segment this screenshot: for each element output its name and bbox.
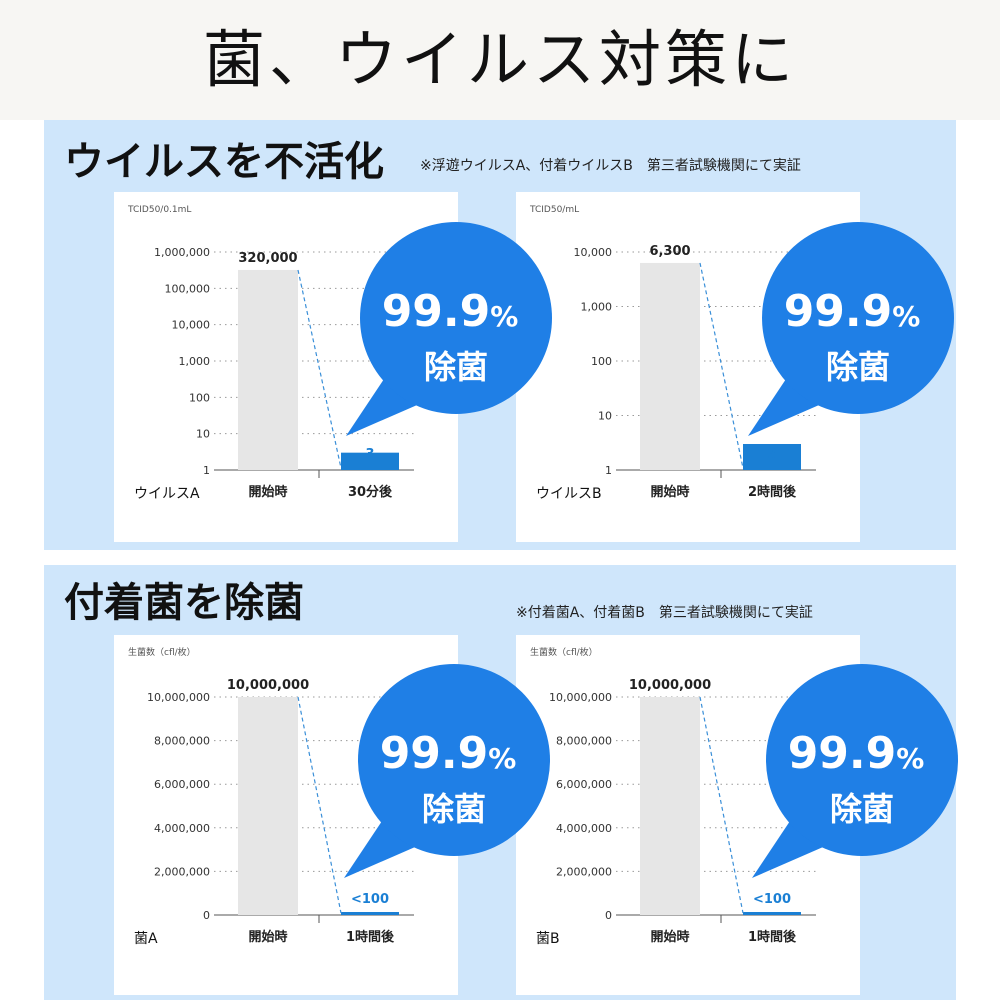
x-category-label: 開始時 xyxy=(248,484,287,500)
chart-panel-bacteria-b: 生菌数（cfl/枚） 0 2,000,000 4,000,000 6,000,000 8,… xyxy=(516,635,860,995)
x-category-label: 開始時 xyxy=(248,929,287,945)
bar-after xyxy=(341,912,399,915)
y-tick-label: 4,000,000 xyxy=(556,822,612,835)
bar-after-value-label: <100 xyxy=(351,892,389,907)
y-tick-label: 1 xyxy=(203,464,210,477)
y-tick-label: 8,000,000 xyxy=(556,735,612,748)
header-banner: 菌、ウイルス対策に xyxy=(0,0,1000,120)
bar-before-value-label: 10,000,000 xyxy=(227,678,309,693)
x-category-label: 30分後 xyxy=(348,484,393,500)
y-tick-label: 10,000 xyxy=(574,246,613,259)
bar-before xyxy=(640,697,700,915)
y-tick-label: 10 xyxy=(598,410,612,423)
y-tick-label: 1,000 xyxy=(581,301,613,314)
y-tick-label: 10 xyxy=(196,428,210,441)
series-name-label: 菌A xyxy=(134,931,158,947)
y-tick-label: 1,000,000 xyxy=(154,246,210,259)
bar-after-value-label: 3 xyxy=(365,447,374,462)
bar-after xyxy=(743,443,801,470)
decline-line xyxy=(699,696,744,914)
bar-after xyxy=(743,912,801,915)
series-name-label: 菌B xyxy=(536,931,560,947)
decline-line xyxy=(699,262,744,469)
x-category-label: 開始時 xyxy=(650,929,689,945)
chart-panel-virus-a: TCID50/0.1mL 1 10 100 1,000 10,000 100,000 1,00… xyxy=(114,192,458,542)
page-title: 菌、ウイルス対策に xyxy=(202,23,797,96)
virus-section-title: ウイルスを不活化 xyxy=(64,139,384,185)
y-tick-label: 1 xyxy=(605,464,612,477)
y-axis-unit-label: 生菌数（cfl/枚） xyxy=(530,646,598,658)
y-tick-label: 2,000,000 xyxy=(556,865,612,878)
y-tick-label: 6,000,000 xyxy=(556,778,612,791)
series-name-label: ウイルスB xyxy=(536,486,602,502)
bar-after-value-label: <100 xyxy=(753,892,791,907)
y-tick-label: 10,000 xyxy=(172,319,211,332)
y-tick-label: 8,000,000 xyxy=(154,735,210,748)
chart-virus-b: TCID50/mL 1 10 100 1,000 10,000 6,300 3 ウイルスB 開始時… xyxy=(529,205,816,502)
bar-after xyxy=(341,452,399,470)
x-category-label: 開始時 xyxy=(650,484,689,500)
y-tick-label: 10,000,000 xyxy=(549,691,612,704)
chart-panel-bacteria-a: 生菌数（cfl/枚） 0 2,000,000 4,000,000 6,000,000 8,… xyxy=(114,635,458,995)
y-tick-label: 100,000 xyxy=(165,282,211,295)
y-axis-unit-label: TCID50/0.1mL xyxy=(127,205,191,215)
x-category-label: 1時間後 xyxy=(748,929,797,945)
bar-before-value-label: 10,000,000 xyxy=(629,678,711,693)
y-tick-label: 1,000 xyxy=(179,355,211,368)
bacteria-section-note: ※付着菌A、付着菌B 第三者試験機関にて実証 xyxy=(516,605,813,621)
bar-before-value-label: 6,300 xyxy=(649,244,690,259)
y-tick-label: 2,000,000 xyxy=(154,865,210,878)
series-name-label: ウイルスA xyxy=(134,486,200,502)
bacteria-section-title: 付着菌を除菌 xyxy=(64,580,304,626)
y-tick-label: 100 xyxy=(591,355,612,368)
chart-bacteria-b: 生菌数（cfl/枚） 0 2,000,000 4,000,000 6,000,000 8,… xyxy=(530,646,816,947)
y-tick-label: 0 xyxy=(203,909,210,922)
y-tick-label: 100 xyxy=(189,391,210,404)
decline-line xyxy=(297,269,342,469)
y-tick-label: 0 xyxy=(605,909,612,922)
x-category-label: 1時間後 xyxy=(346,929,395,945)
bacteria-section: 付着菌を除菌 ※付着菌A、付着菌B 第三者試験機関にて実証 生菌数（cfl/枚）… xyxy=(44,565,956,1000)
y-tick-label: 10,000,000 xyxy=(147,691,210,704)
y-axis-unit-label: 生菌数（cfl/枚） xyxy=(128,646,196,658)
virus-section-note: ※浮遊ウイルスA、付着ウイルスB 第三者試験機関にて実証 xyxy=(420,158,801,174)
chart-bacteria-a: 生菌数（cfl/枚） 0 2,000,000 4,000,000 6,000,000 8,… xyxy=(128,646,414,947)
y-axis-unit-label: TCID50/mL xyxy=(529,205,579,215)
bar-before xyxy=(238,697,298,915)
chart-panel-virus-b: TCID50/mL 1 10 100 1,000 10,000 6,300 3 ウイルスB 開始時… xyxy=(516,192,860,542)
bar-after-value-label: 3 xyxy=(767,447,776,462)
chart-virus-a: TCID50/0.1mL 1 10 100 1,000 10,000 100,000 1,00… xyxy=(127,205,414,502)
virus-section: ウイルスを不活化 ※浮遊ウイルスA、付着ウイルスB 第三者試験機関にて実証 TC… xyxy=(44,120,956,550)
bar-before xyxy=(640,262,700,470)
y-tick-label: 6,000,000 xyxy=(154,778,210,791)
bar-before xyxy=(238,269,298,470)
x-category-label: 2時間後 xyxy=(748,484,797,500)
bar-before-value-label: 320,000 xyxy=(238,251,297,266)
decline-line xyxy=(297,696,342,914)
y-tick-label: 4,000,000 xyxy=(154,822,210,835)
